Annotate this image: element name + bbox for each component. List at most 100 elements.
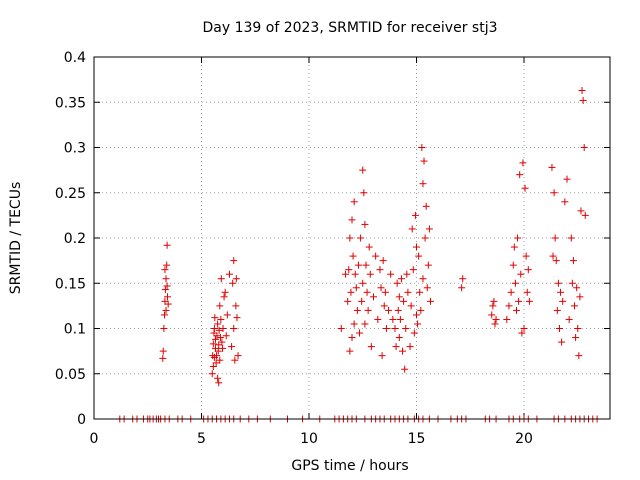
data-points [116, 86, 601, 423]
data-point [396, 315, 404, 323]
data-point [552, 257, 560, 265]
data-point [358, 297, 366, 305]
data-point [551, 234, 559, 242]
data-point [210, 325, 218, 332]
data-point [230, 257, 238, 265]
data-point [420, 157, 428, 165]
data-point [523, 288, 531, 296]
data-point [232, 302, 240, 310]
data-point [400, 297, 408, 305]
data-point [575, 352, 583, 360]
x-tick-label: 10 [300, 431, 318, 447]
data-point [490, 297, 498, 305]
data-point [404, 288, 412, 296]
data-point [558, 338, 566, 346]
data-point [352, 284, 360, 292]
data-point [516, 171, 524, 179]
data-point [363, 288, 371, 296]
data-point [421, 234, 429, 242]
data-point [356, 329, 364, 337]
data-point [572, 334, 580, 342]
data-point [577, 207, 585, 215]
data-point [350, 198, 358, 206]
data-point [164, 300, 172, 308]
x-tick-label: 15 [408, 431, 426, 447]
data-point [361, 220, 369, 228]
data-point [378, 352, 386, 360]
x-tick-label: 20 [515, 431, 533, 447]
data-point [211, 314, 219, 322]
data-point [163, 282, 171, 290]
data-point [573, 284, 581, 292]
data-point [346, 347, 354, 355]
data-point [374, 315, 382, 323]
data-point [521, 184, 529, 192]
data-point [379, 257, 387, 265]
data-point [507, 288, 515, 296]
data-point [217, 315, 225, 323]
data-point [234, 352, 242, 360]
data-point [161, 311, 169, 319]
data-point [397, 275, 405, 283]
y-tick-label: 0.3 [64, 141, 86, 157]
data-point [419, 180, 427, 188]
data-point [557, 288, 565, 296]
data-point [360, 189, 368, 197]
data-point [568, 279, 576, 287]
data-point [347, 288, 355, 296]
data-point [425, 225, 433, 233]
data-point [215, 379, 223, 387]
data-point [519, 159, 527, 167]
data-point [569, 257, 577, 265]
data-point [565, 315, 573, 323]
data-point [348, 334, 356, 342]
data-point [163, 261, 171, 269]
y-tick-label: 0.35 [55, 95, 86, 111]
data-point [401, 365, 409, 373]
data-point [399, 347, 407, 355]
data-point [415, 252, 423, 260]
data-point [230, 325, 238, 332]
data-point [548, 163, 556, 171]
data-point [576, 293, 584, 301]
grid [94, 57, 610, 419]
data-point [549, 252, 557, 260]
plot-frame [93, 56, 611, 420]
data-point [510, 243, 518, 251]
data-point [353, 306, 361, 314]
data-point [160, 325, 168, 332]
data-point [423, 284, 431, 292]
data-point [162, 306, 170, 314]
data-point [216, 334, 224, 342]
data-point [491, 320, 499, 328]
data-point [217, 275, 225, 283]
data-point [509, 261, 517, 269]
data-point [393, 279, 401, 287]
data-point [214, 347, 222, 355]
data-point [381, 288, 389, 296]
data-point [505, 302, 513, 310]
data-point [209, 363, 217, 371]
data-point [366, 270, 374, 278]
data-point [225, 270, 233, 278]
data-point [550, 189, 558, 197]
data-point [214, 374, 222, 382]
data-point [359, 166, 367, 174]
data-point [402, 325, 410, 332]
data-point [209, 340, 217, 348]
data-point [385, 306, 393, 314]
axis-ticks: 0 0.05 0.1 0.15 0.2 0.25 0.3 0.35 0.4 0 5 10 15 20 [55, 50, 610, 447]
data-point [208, 370, 216, 378]
data-point [408, 225, 416, 233]
data-point [413, 311, 420, 319]
data-point [578, 86, 586, 94]
data-point [559, 297, 567, 305]
data-point [392, 343, 400, 351]
data-point [406, 343, 414, 351]
data-point [377, 284, 385, 292]
data-point [349, 252, 357, 260]
data-point [163, 241, 171, 249]
data-point [561, 198, 569, 206]
data-point [522, 252, 530, 260]
